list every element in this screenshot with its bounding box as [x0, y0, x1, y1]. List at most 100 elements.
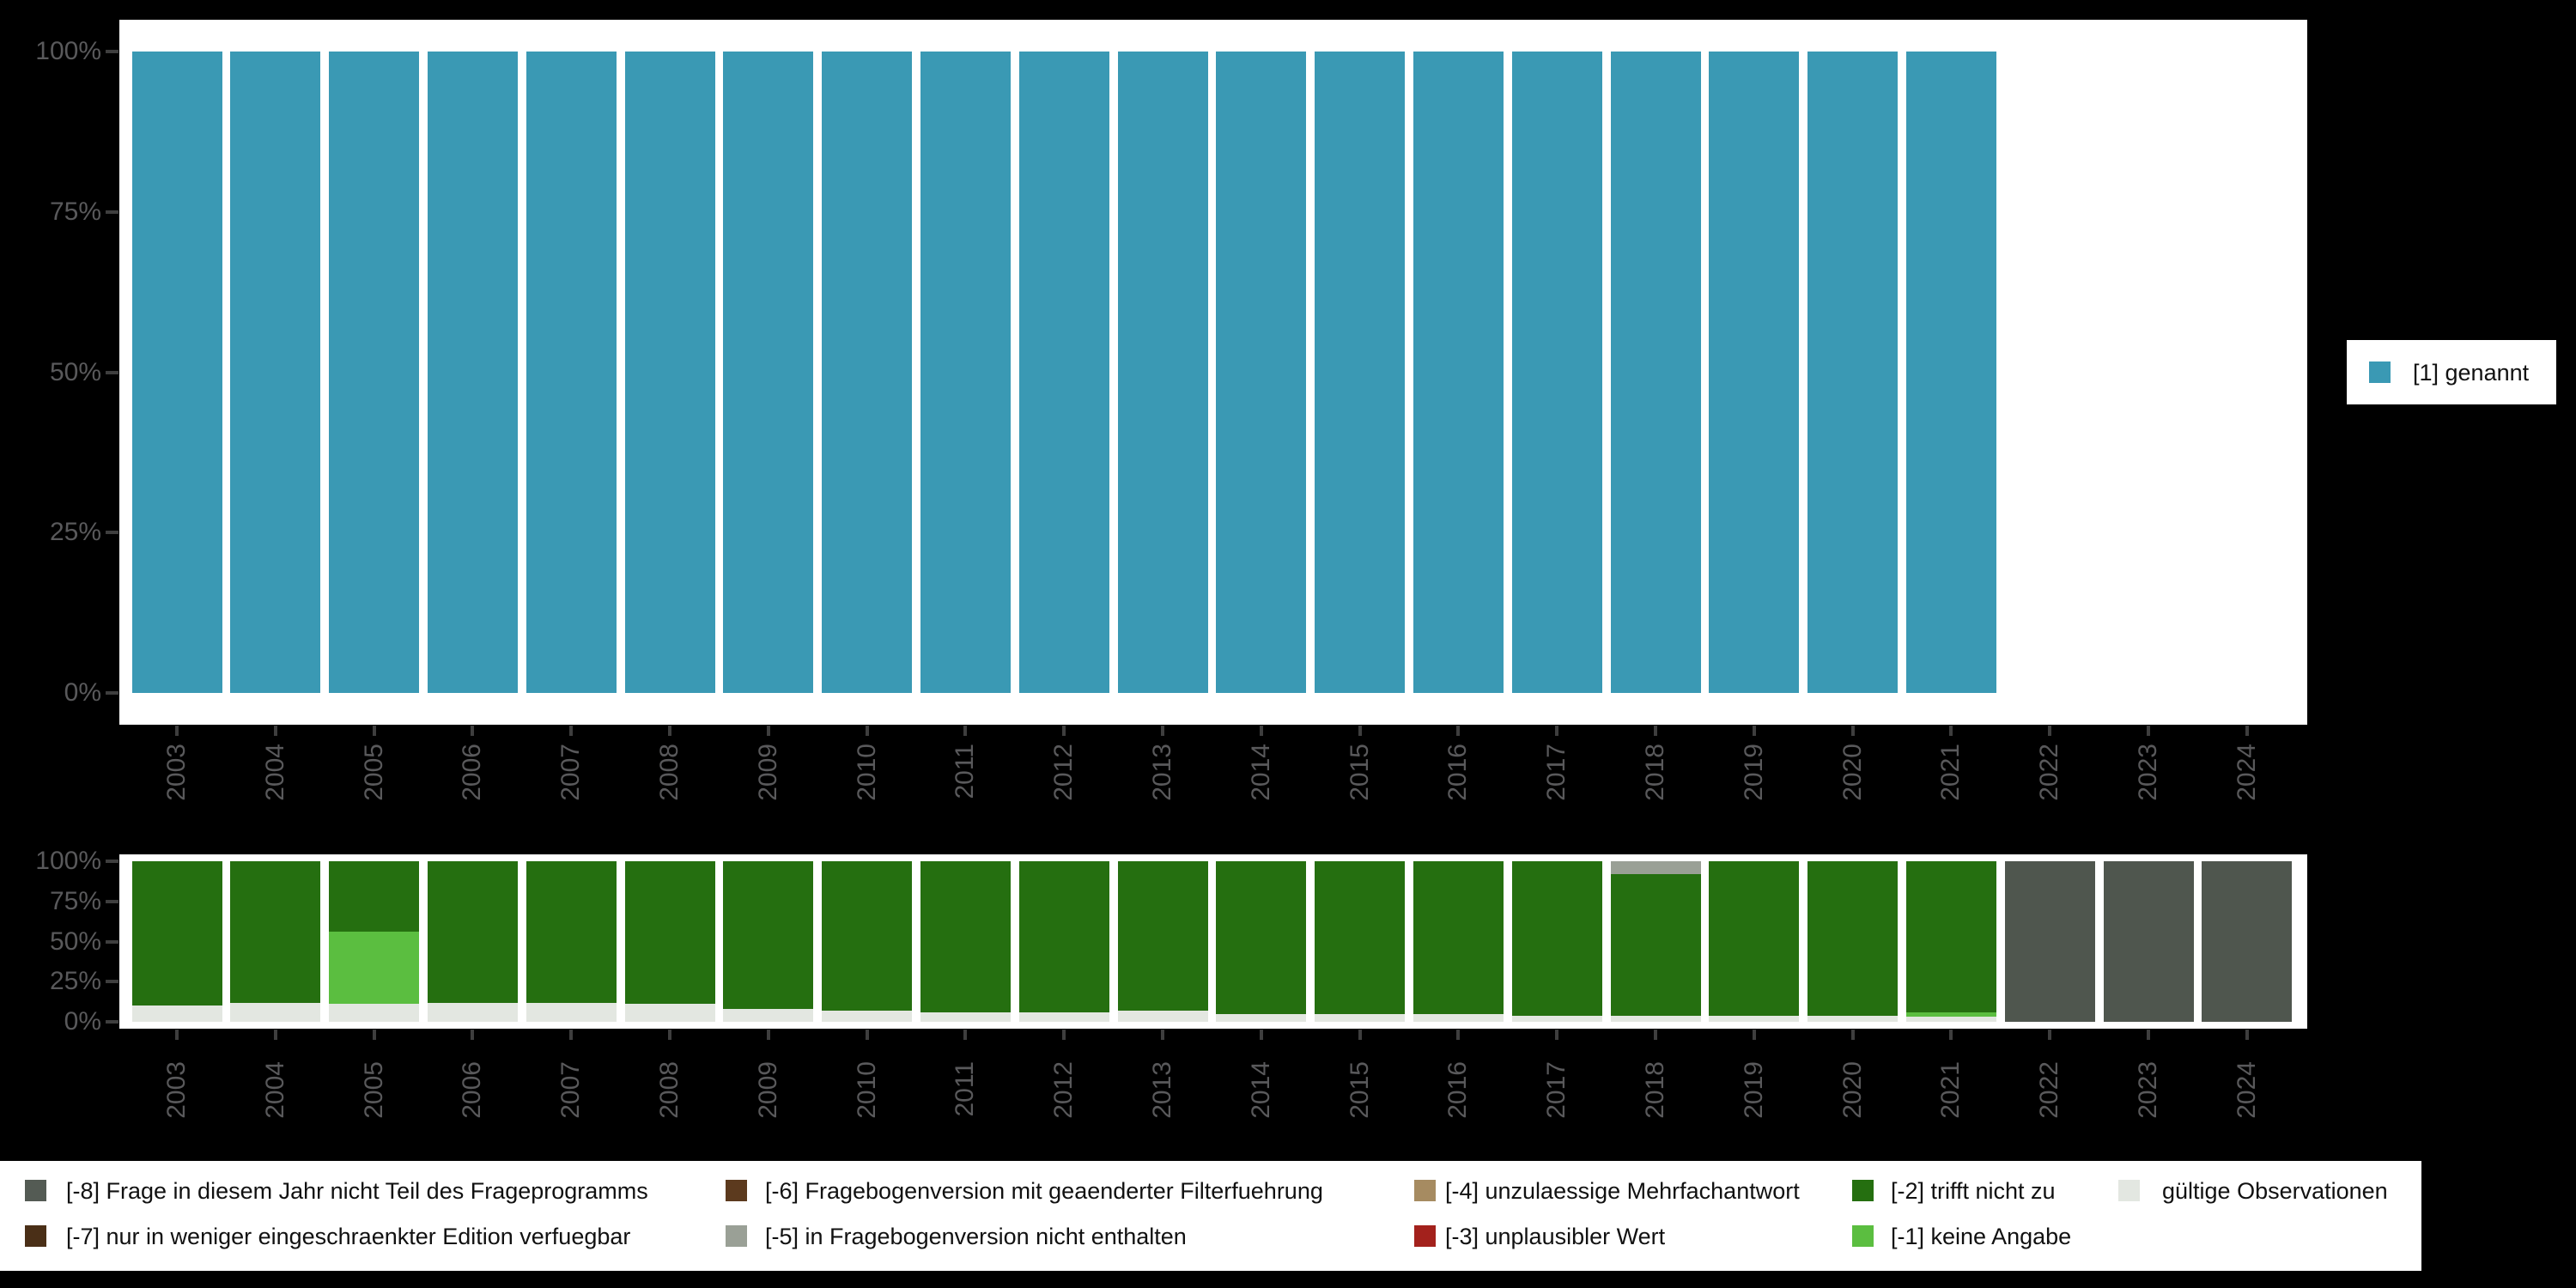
- y-tick-label: 50%: [49, 357, 101, 386]
- x-tick-label-2011: 2011: [951, 1061, 980, 1117]
- bar-segment-2004: [230, 861, 321, 1003]
- legend-swatch: [25, 1225, 46, 1247]
- x-tick-label-2014: 2014: [1246, 744, 1275, 801]
- legend-label: [-7] nur in weniger eingeschraenkter Edi…: [66, 1224, 631, 1249]
- bar-segment-2010: [822, 1010, 913, 1022]
- x-tick-label-2019: 2019: [1739, 1061, 1768, 1119]
- legend-label: [-6] Fragebogenversion mit geaenderter F…: [765, 1178, 1323, 1204]
- bar-segment-2003: [131, 861, 222, 1006]
- bar-segment-2015: [1315, 861, 1406, 1014]
- bar-segment-2005: [329, 861, 420, 933]
- x-tick-label-2024: 2024: [2232, 1061, 2261, 1119]
- legend-label: gültige Observationen: [2162, 1178, 2388, 1204]
- x-tick-label-2020: 2020: [1838, 1061, 1867, 1119]
- x-tick-label-2009: 2009: [753, 744, 782, 801]
- bar-segment-2009: [723, 52, 814, 693]
- x-tick-mark: [273, 726, 277, 736]
- x-tick-label-2013: 2013: [1148, 1061, 1176, 1119]
- x-tick-mark: [1850, 726, 1855, 736]
- top-chart-panel: [119, 20, 2307, 725]
- bar-segment-2011: [920, 1012, 1011, 1022]
- x-tick-label-2017: 2017: [1542, 744, 1571, 801]
- x-tick-mark: [471, 1030, 475, 1040]
- bar-segment-2023: [2103, 861, 2194, 1022]
- legend-swatch-genannt: [2369, 361, 2391, 383]
- y-tick-label: 75%: [49, 197, 101, 226]
- bar-segment-2020: [1807, 1016, 1899, 1022]
- x-tick-mark: [569, 726, 574, 736]
- x-tick-mark: [1555, 1030, 1559, 1040]
- y-tick-label: 0%: [64, 678, 101, 707]
- bar-segment-2018: [1610, 873, 1701, 1016]
- bar-segment-2008: [624, 1004, 715, 1022]
- x-tick-label-2004: 2004: [260, 1061, 289, 1119]
- x-tick-mark: [471, 726, 475, 736]
- bar-segment-2008: [624, 861, 715, 1005]
- x-tick-mark: [372, 1030, 376, 1040]
- x-tick-label-2007: 2007: [556, 1061, 586, 1119]
- x-tick-mark: [2048, 1030, 2052, 1040]
- legend-swatch: [1852, 1225, 1874, 1247]
- x-tick-label-2005: 2005: [359, 744, 388, 801]
- bar-segment-2006: [427, 1002, 518, 1022]
- x-tick-label-2018: 2018: [1641, 1061, 1669, 1119]
- legend-swatch: [726, 1225, 747, 1247]
- x-tick-mark: [175, 1030, 179, 1040]
- x-tick-mark: [1949, 1030, 1953, 1040]
- x-tick-label-2008: 2008: [655, 744, 683, 801]
- x-tick-label-2016: 2016: [1443, 744, 1473, 801]
- x-tick-label-2019: 2019: [1739, 744, 1768, 801]
- y-tick-mark: [106, 939, 118, 944]
- bar-segment-2010: [822, 52, 913, 693]
- legend-swatch: [1852, 1180, 1874, 1201]
- x-tick-mark: [1358, 726, 1362, 736]
- bar-segment-2012: [1018, 1012, 1109, 1022]
- x-tick-label-2023: 2023: [2134, 744, 2162, 801]
- bar-segment-2004: [230, 52, 321, 693]
- bar-segment-2017: [1511, 52, 1602, 693]
- x-tick-label-2016: 2016: [1443, 1061, 1473, 1119]
- legend-swatch: [25, 1180, 46, 1201]
- x-tick-mark: [1555, 726, 1559, 736]
- bar-segment-2018: [1610, 861, 1701, 874]
- bar-segment-2021: [1905, 1017, 1996, 1022]
- x-tick-mark: [1654, 726, 1657, 736]
- legend-label: [-1] keine Angabe: [1891, 1224, 2072, 1249]
- x-tick-mark: [1161, 726, 1164, 736]
- bar-segment-2009: [723, 1009, 814, 1022]
- x-tick-label-2017: 2017: [1542, 1061, 1571, 1119]
- x-tick-label-2005: 2005: [359, 1061, 388, 1119]
- x-tick-mark: [1161, 1030, 1164, 1040]
- x-tick-mark: [1062, 726, 1066, 736]
- x-tick-mark: [963, 726, 968, 736]
- bottom-chart-panel: [119, 854, 2307, 1029]
- x-tick-mark: [175, 726, 179, 736]
- x-tick-label-2015: 2015: [1345, 744, 1374, 801]
- x-tick-label-2013: 2013: [1148, 744, 1176, 801]
- y-tick-mark: [106, 1020, 118, 1024]
- y-tick-mark: [106, 210, 118, 214]
- x-tick-label-2015: 2015: [1345, 1061, 1374, 1119]
- bar-segment-2020: [1807, 861, 1899, 1017]
- bar-segment-2009: [723, 861, 814, 1010]
- x-tick-mark: [569, 1030, 574, 1040]
- x-tick-label-2008: 2008: [655, 1061, 683, 1119]
- bar-segment-2021: [1905, 861, 1996, 1012]
- x-tick-mark: [1850, 1030, 1855, 1040]
- x-tick-label-2020: 2020: [1838, 744, 1867, 801]
- bar-segment-2020: [1807, 52, 1899, 693]
- x-tick-mark: [865, 726, 869, 736]
- bar-segment-2021: [1905, 52, 1996, 693]
- legend-label: [-8] Frage in diesem Jahr nicht Teil des…: [66, 1178, 648, 1204]
- x-tick-mark: [2048, 726, 2052, 736]
- y-tick-mark: [106, 50, 118, 53]
- x-tick-label-2009: 2009: [753, 1061, 782, 1119]
- bar-segment-2005: [329, 1004, 420, 1022]
- x-tick-mark: [1654, 1030, 1657, 1040]
- x-tick-label-2014: 2014: [1246, 1061, 1275, 1119]
- x-tick-mark: [865, 1030, 869, 1040]
- bar-segment-2013: [1117, 1010, 1208, 1022]
- x-tick-label-2004: 2004: [260, 744, 289, 801]
- bar-segment-2024: [2202, 861, 2293, 1022]
- y-tick-label: 100%: [35, 37, 101, 65]
